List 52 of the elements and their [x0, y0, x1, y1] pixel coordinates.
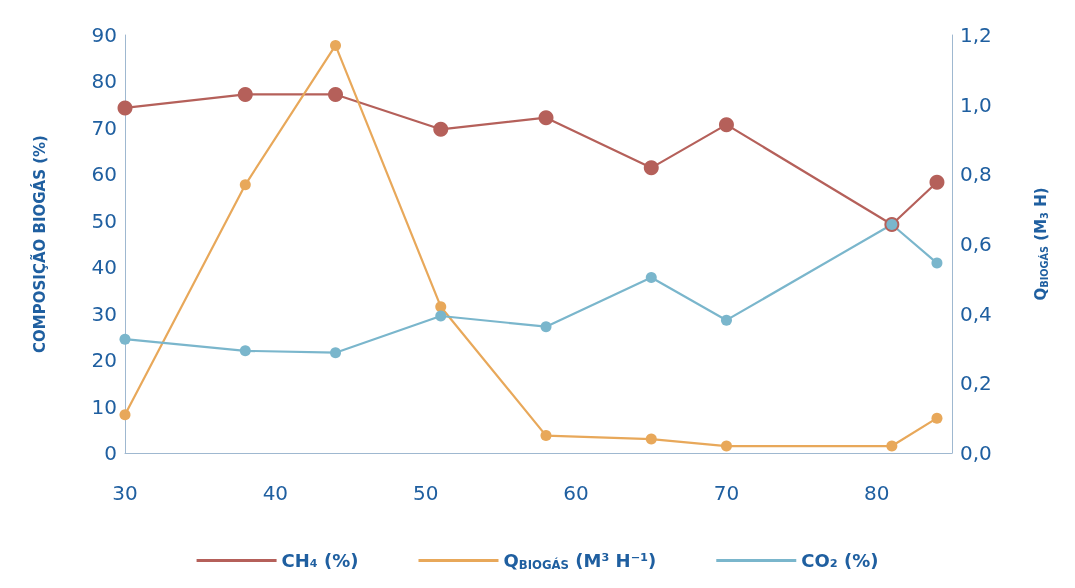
point — [886, 440, 898, 452]
point — [239, 179, 251, 191]
y-tick-label: 0 — [104, 441, 117, 465]
y-axis-title: COMPOSIÇÃO BIOGÁS (%) — [29, 135, 49, 353]
point — [540, 321, 552, 333]
point — [720, 440, 732, 452]
point — [435, 301, 447, 313]
y2-axis-title: QBIOGÁS (M3 H) — [1031, 187, 1050, 301]
point — [119, 333, 131, 345]
y2-tick-label: 1,2 — [960, 23, 992, 47]
y-tick-label: 10 — [91, 394, 117, 419]
point — [931, 257, 943, 269]
y2-tick-label: 0,6 — [960, 232, 992, 256]
x-tick-label: 60 — [563, 481, 589, 505]
x-tick-label: 80 — [864, 481, 890, 505]
x-tick-label: 70 — [713, 481, 740, 505]
point — [645, 433, 657, 445]
point — [645, 271, 657, 283]
y-tick-label: 90 — [91, 23, 117, 47]
point — [929, 174, 945, 190]
y-tick-label: 60 — [91, 162, 117, 187]
point — [538, 110, 554, 126]
legend-label: CH₄ (%) — [281, 550, 359, 571]
y-tick-label: 80 — [91, 69, 117, 94]
y2-tick-label: 0,8 — [960, 162, 992, 187]
point — [643, 160, 659, 176]
y-tick-label: 70 — [91, 115, 117, 140]
y2-tick-label: 0,2 — [960, 371, 992, 396]
point — [330, 39, 342, 51]
point — [433, 121, 449, 137]
y2-tick-label: 0,0 — [960, 441, 992, 465]
legend-label: CO₂ (%) — [801, 550, 879, 571]
point — [718, 117, 734, 133]
point — [328, 86, 344, 102]
point — [119, 409, 131, 421]
point — [239, 345, 251, 357]
point — [540, 430, 552, 442]
y-tick-label: 30 — [91, 301, 117, 326]
x-tick-label: 30 — [112, 481, 138, 505]
x-tick-label: 50 — [413, 481, 439, 505]
point — [931, 412, 943, 424]
x-tick-label: 40 — [262, 481, 289, 505]
y2-tick-label: 0,4 — [960, 301, 992, 326]
y-tick-label: 40 — [91, 255, 117, 280]
point — [117, 100, 133, 116]
y2-tick-label: 1,0 — [960, 92, 992, 117]
point — [435, 310, 447, 322]
y-tick-label: 20 — [91, 348, 117, 373]
point — [330, 347, 342, 359]
y-tick-label: 50 — [91, 208, 117, 233]
point — [237, 86, 253, 102]
point — [720, 314, 732, 326]
